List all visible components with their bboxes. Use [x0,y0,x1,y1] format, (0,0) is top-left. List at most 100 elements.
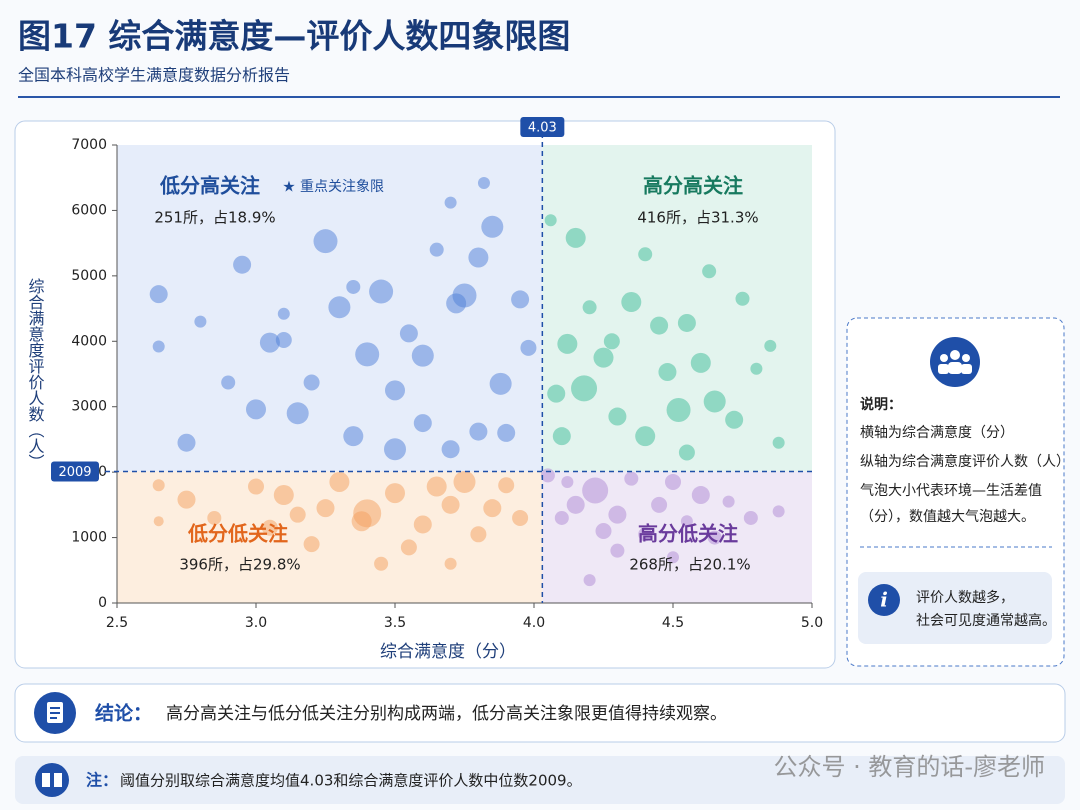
bubble [470,526,487,543]
bubble [343,426,364,447]
bubble [259,332,280,353]
bubble [624,471,639,486]
people-icon [938,350,972,374]
notes-title: 说明： [860,396,902,413]
bubble [429,242,444,257]
bubble [289,506,306,523]
info-glyph: i [880,588,888,612]
conclusion-box [14,683,1066,743]
bubble [152,340,165,353]
x-tick-label: 4.5 [662,615,684,631]
bubble [557,333,578,354]
y-tick-label: 5000 [71,268,107,284]
bubble [233,255,252,274]
bubble [735,291,750,306]
bubble [667,551,679,564]
bubble [650,316,669,335]
plot: 010002000300040005000600070002.53.03.54.… [51,117,823,631]
notes-line: （分），数值越大气泡越大。 [860,509,1035,525]
bubble [277,307,290,320]
bubble [666,397,691,422]
bubble [177,490,196,509]
quadrant-count: 396所，占29.8% [179,556,300,574]
x-tick-label: 4.0 [523,615,545,631]
bubble [152,479,165,492]
bubble [369,279,394,304]
bubble [593,347,614,368]
bubble [702,264,717,279]
quadrant-label: 高分高关注 [643,174,743,198]
bubble [638,527,653,542]
bubble [651,496,668,513]
tip-line: 评价人数越多， [916,589,1014,606]
bubble [248,478,264,495]
y-tick-label: 0 [98,595,107,611]
bubble [374,556,389,571]
focus-star: ★ [282,178,295,196]
tip-box [858,572,1052,644]
bubble [194,315,207,328]
bubble [511,290,530,309]
bubble [413,414,432,433]
tip-line: 社会可见度通常越高。 [916,612,1056,629]
book-glyph [42,773,62,787]
y-tick-label: 6000 [71,202,107,218]
bubble [691,486,710,505]
bubble [690,352,711,373]
bubble [707,530,722,545]
footnote-icon [35,763,69,797]
bubble [384,438,406,461]
bubble [743,510,758,525]
bubble [703,390,726,413]
bubble [552,427,571,446]
bubble [452,283,477,308]
bubble [469,422,488,441]
bubble [453,470,476,493]
bubble [561,475,574,488]
bubble [772,436,785,449]
x-axis-label: 综合满意度（分） [380,642,516,662]
bubble [413,515,432,534]
bubble [385,380,405,401]
bubble [221,375,236,390]
bubble [477,176,490,189]
bubble [565,227,586,248]
bubble [426,476,447,497]
bubble [149,285,168,304]
bubble [638,247,653,262]
bubble [540,468,555,483]
bubble [328,296,351,319]
footnote-text: 阈值分别取综合满意度均值4.03和综合满意度评价人数中位数2009。 [120,772,582,790]
info-icon [868,584,900,616]
bubble [725,410,744,429]
bubble [497,423,516,442]
notes-line: 气泡大小代表环境—生活差值 [860,483,1042,499]
bubble [722,495,735,508]
bubble [153,516,164,527]
y-tick-label: 3000 [71,399,107,415]
bubble [582,300,597,315]
bubble [603,333,620,350]
y-tick-label: 7000 [71,137,107,153]
bubble [313,229,338,254]
bubble [441,440,460,459]
bubble [595,523,612,540]
bubble [444,557,457,570]
bubble [677,313,696,332]
bubble [303,374,320,391]
x-tick-label: 3.0 [245,615,267,631]
bubble [489,372,512,395]
footnote-label: 注： [86,771,118,790]
threshold-y-badge [51,461,99,482]
bubble [772,505,785,518]
bubble [483,499,502,518]
quadrant-label: 高分低关注 [638,522,738,546]
bubble [678,444,695,461]
bubble [346,279,361,294]
bubble [566,495,585,514]
bubble [329,471,350,492]
quadrant-label: 低分高关注 [159,174,260,198]
quadrant-count: 416所，占31.3% [637,209,758,227]
bubble [444,196,457,209]
bubble [658,363,677,382]
